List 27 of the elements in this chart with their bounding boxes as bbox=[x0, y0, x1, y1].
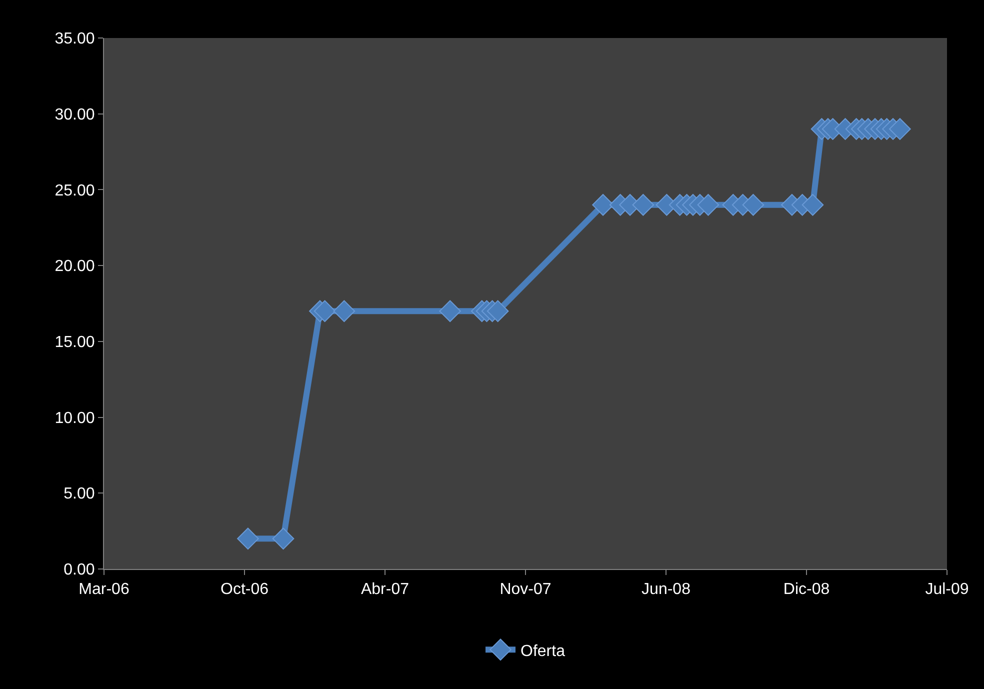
y-tick-label: 10.00 bbox=[54, 410, 95, 427]
x-tick-label: Mar-06 bbox=[78, 581, 130, 598]
point bbox=[632, 194, 654, 216]
y-tick-label: 25.00 bbox=[54, 182, 95, 200]
y-tick-label: 35.00 bbox=[54, 30, 95, 48]
point bbox=[314, 300, 336, 322]
point bbox=[333, 300, 356, 322]
point bbox=[439, 300, 461, 322]
x-tick-label: Dic-08 bbox=[783, 581, 830, 598]
point bbox=[697, 194, 720, 216]
y-tick-label: 5.00 bbox=[64, 486, 95, 503]
point bbox=[237, 528, 259, 550]
point bbox=[272, 528, 294, 550]
x-tick-label: Jul-09 bbox=[925, 581, 969, 598]
y-tick-label: 30.00 bbox=[54, 106, 95, 124]
y-tick-label: 20.00 bbox=[54, 258, 95, 276]
x-tick-label: Abr-07 bbox=[360, 581, 410, 598]
y-tick-label: 0.00 bbox=[64, 562, 95, 579]
x-tick-label: Nov-07 bbox=[500, 581, 552, 598]
point bbox=[889, 118, 911, 140]
point bbox=[742, 194, 764, 216]
y-tick-label: 15.00 bbox=[54, 334, 95, 352]
x-tick-label: Oct-06 bbox=[220, 581, 269, 598]
point bbox=[802, 194, 824, 216]
x-tick-label: Jun-08 bbox=[642, 581, 691, 598]
legend-label: Oferta bbox=[520, 642, 566, 660]
point bbox=[486, 300, 509, 322]
